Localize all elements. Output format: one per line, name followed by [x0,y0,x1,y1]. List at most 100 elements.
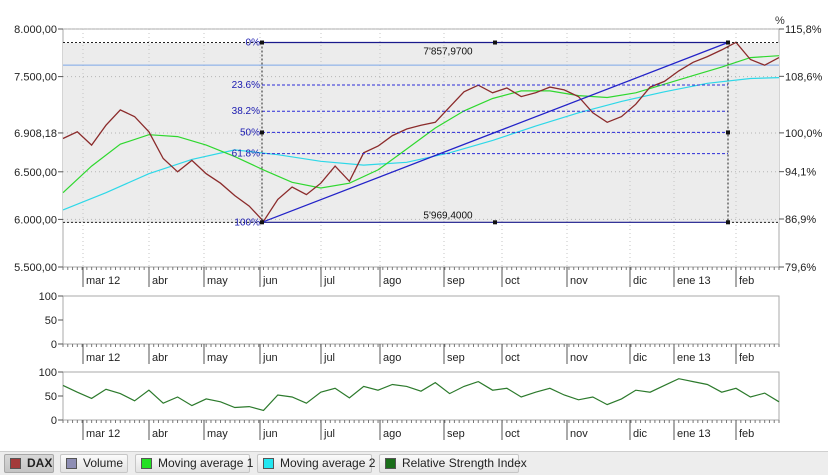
fib-trendline [261,41,729,223]
fib-level-label-5: 100% [234,217,260,228]
rsi-panel-background [62,371,780,421]
series-line-relative-strength-index [62,378,780,412]
volume-y-tick-label-0: 100 [39,291,57,303]
x-rsi-tick-label-5: ago [383,428,401,440]
x-volume-tick-label-9: dic [633,352,648,364]
fib-level-label-1: 23.6% [232,80,260,91]
x-main-tick-label-7: oct [505,275,520,287]
x-volume-tick-label-4: jul [323,352,335,364]
swatch-rsi [385,458,396,469]
fib-level-label-3: 50% [240,127,260,138]
legend-label-dax: DAX [27,456,53,470]
rsi-y-tick-label-1: 50 [45,391,57,403]
fib-handle-3 [260,130,264,135]
x-rsi-tick-label-1: abr [152,428,168,440]
rsi-series [62,378,780,412]
fib-handle-5 [260,220,264,225]
legend-label-moving-average-2: Moving average 2 [280,456,376,470]
y-left-tick-label-5: 5.500,00 [14,262,57,274]
fib-handle-1 [493,40,497,45]
y-right-tick-label-4: 86,9% [785,214,816,226]
rsi-y-tick-label-0: 100 [39,367,57,379]
x-main-tick-label-5: ago [383,275,401,287]
x-rsi-tick-label-11: feb [739,428,754,440]
y-right-tick-label-0: 115,8% [785,24,822,36]
x-volume-tick-label-7: oct [505,352,520,364]
volume-y-tick-label-1: 50 [45,315,57,327]
x-main-tick-label-9: dic [633,275,648,287]
x-rsi-tick-label-9: dic [633,428,648,440]
x-volume-tick-label-8: nov [570,352,588,364]
x-volume-tick-label-1: abr [152,352,168,364]
x-main-tick-label-6: sep [447,275,465,287]
legend-item-volume[interactable]: Volume [60,454,128,473]
y-axis-right: 115,8% 108,6% 100,0% 94,1% 86,9% 79,6% [779,24,823,274]
series-line-dax [62,41,780,223]
series-line-moving-average-1 [62,55,780,194]
dax-chart: 0% 23.6% 38.2% 50% 61.8% 100% 7'857,9700 5'969,… [14,15,823,440]
x-rsi-tick-label-4: jul [323,428,335,440]
y-axis-left: 8.000,00 7.500,00 6.908,18 6.500,00 6.000,00… [14,24,63,274]
x-volume-tick-label-5: ago [383,352,401,364]
legend-bar: DAX Volume Moving average 1 Moving avera… [0,451,828,475]
rsi-y-axis: 100 50 0 [39,367,63,427]
y-left-tick-label-4: 6.000,00 [14,214,57,226]
legend-label-volume: Volume [83,456,124,470]
fib-handle-4 [726,130,730,135]
legend-item-dax[interactable]: DAX [4,454,54,473]
x-main-tick-label-4: jul [323,275,335,287]
fib-low-label: 5'969,4000 [423,210,473,221]
main-grid [63,28,779,267]
y-left-tick-label-0: 8.000,00 [14,24,57,36]
x-main-tick-label-0: mar 12 [86,275,120,287]
y-right-tick-label-2: 100,0% [785,128,823,140]
y-left-tick-label-3: 6.500,00 [14,167,57,179]
x-volume-tick-label-3: jun [262,352,278,364]
x-rsi-tick-label-3: jun [262,428,278,440]
volume-y-axis: 100 50 0 [39,291,63,351]
fib-handle-0 [260,40,264,45]
legend-item-moving-average-2[interactable]: Moving average 2 [257,454,376,473]
volume-panel-background [62,295,780,345]
swatch-dax [10,458,21,469]
x-rsi-tick-label-2: may [207,428,228,440]
x-main-tick-label-8: nov [570,275,588,287]
x-main-tick-label-2: may [207,275,228,287]
right-axis-unit: % [775,15,785,27]
x-rsi-tick-label-6: sep [447,428,465,440]
x-volume-tick-label-11: feb [739,352,754,364]
fib-handle-7 [726,220,730,225]
x-volume-tick-label-10: ene 13 [677,352,711,364]
swatch-moving-average-1 [141,458,152,469]
x-axis-volume: mar 12 abr may jun jul ago sep oct nov dic ene 13 f… [62,344,780,364]
x-rsi-tick-label-0: mar 12 [86,428,120,440]
fib-level-label-4: 61.8% [232,149,260,160]
x-volume-tick-label-0: mar 12 [86,352,120,364]
y-left-tick-label-1: 7.500,00 [14,72,57,84]
y-left-tick-label-2: 6.908,18 [14,128,57,140]
fib-handle-6 [493,220,497,225]
fib-handle-2 [726,40,730,45]
x-volume-tick-label-2: may [207,352,228,364]
x-rsi-tick-label-7: oct [505,428,520,440]
y-right-tick-label-1: 108,6% [785,71,823,83]
legend-label-rsi: Relative Strength Index [402,456,527,470]
x-axis-rsi: mar 12 abr may jun jul ago sep oct nov dic ene 13 f… [62,420,780,440]
legend-item-rsi[interactable]: Relative Strength Index [379,454,527,473]
fibonacci-retracement[interactable]: 0% 23.6% 38.2% 50% 61.8% 100% 7'857,9700 5'969,… [63,38,779,229]
x-axis-main: mar 12 abr may jun jul ago sep oct nov dic ene 13 f… [62,267,780,287]
x-volume-tick-label-6: sep [447,352,465,364]
x-main-tick-label-1: abr [152,275,168,287]
fib-level-label-2: 38.2% [232,106,260,117]
swatch-moving-average-2 [263,458,274,469]
x-main-tick-label-3: jun [262,275,278,287]
x-main-tick-label-10: ene 13 [677,275,711,287]
y-right-tick-label-5: 79,6% [785,262,816,274]
y-right-tick-label-3: 94,1% [785,167,816,179]
fib-level-label-0: 0% [246,38,261,49]
legend-label-moving-average-1: Moving average 1 [158,456,254,470]
swatch-volume [66,458,77,469]
legend-item-moving-average-1[interactable]: Moving average 1 [135,454,254,473]
fib-high-label: 7'857,9700 [423,47,473,58]
rsi-y-tick-label-2: 0 [51,415,57,427]
